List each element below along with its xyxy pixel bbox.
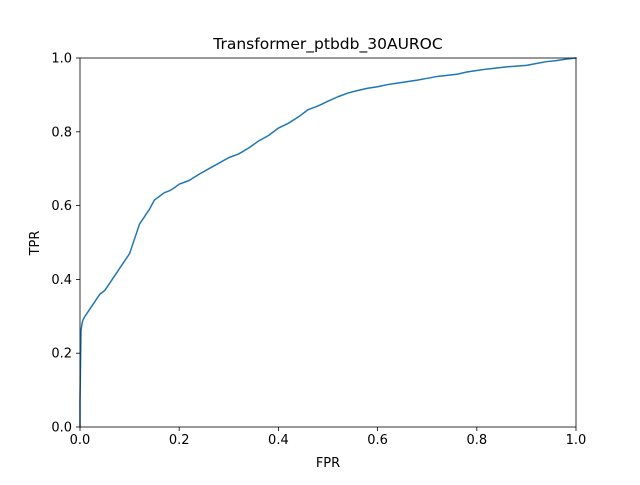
x-tick-label-4: 0.8 <box>466 433 487 448</box>
x-tick-label-5: 1.0 <box>566 433 587 448</box>
chart-title: Transformer_ptbdb_30AUROC <box>212 35 442 54</box>
x-tick-label-0: 0.0 <box>70 433 91 448</box>
x-tick-label-2: 0.4 <box>268 433 289 448</box>
y-tick-label-4: 0.8 <box>51 125 72 140</box>
x-axis-label: FPR <box>316 456 340 471</box>
x-axis: 0.0 0.2 0.4 0.6 0.8 1.0 <box>70 427 587 448</box>
x-tick-label-1: 0.2 <box>169 433 190 448</box>
roc-curve-line-0 <box>79 57 577 428</box>
y-tick-label-5: 1.0 <box>51 52 72 67</box>
y-tick-label-2: 0.4 <box>51 273 72 288</box>
y-axis: 0.0 0.2 0.4 0.6 0.8 1.0 <box>51 52 80 436</box>
x-tick-label-3: 0.6 <box>367 433 388 448</box>
y-tick-label-3: 0.6 <box>51 199 72 214</box>
axes-frame <box>79 57 577 428</box>
plot-area <box>79 57 577 428</box>
y-tick-label-1: 0.2 <box>51 347 72 362</box>
y-axis-label: TPR <box>28 231 43 257</box>
y-tick-label-0: 0.0 <box>51 421 72 436</box>
